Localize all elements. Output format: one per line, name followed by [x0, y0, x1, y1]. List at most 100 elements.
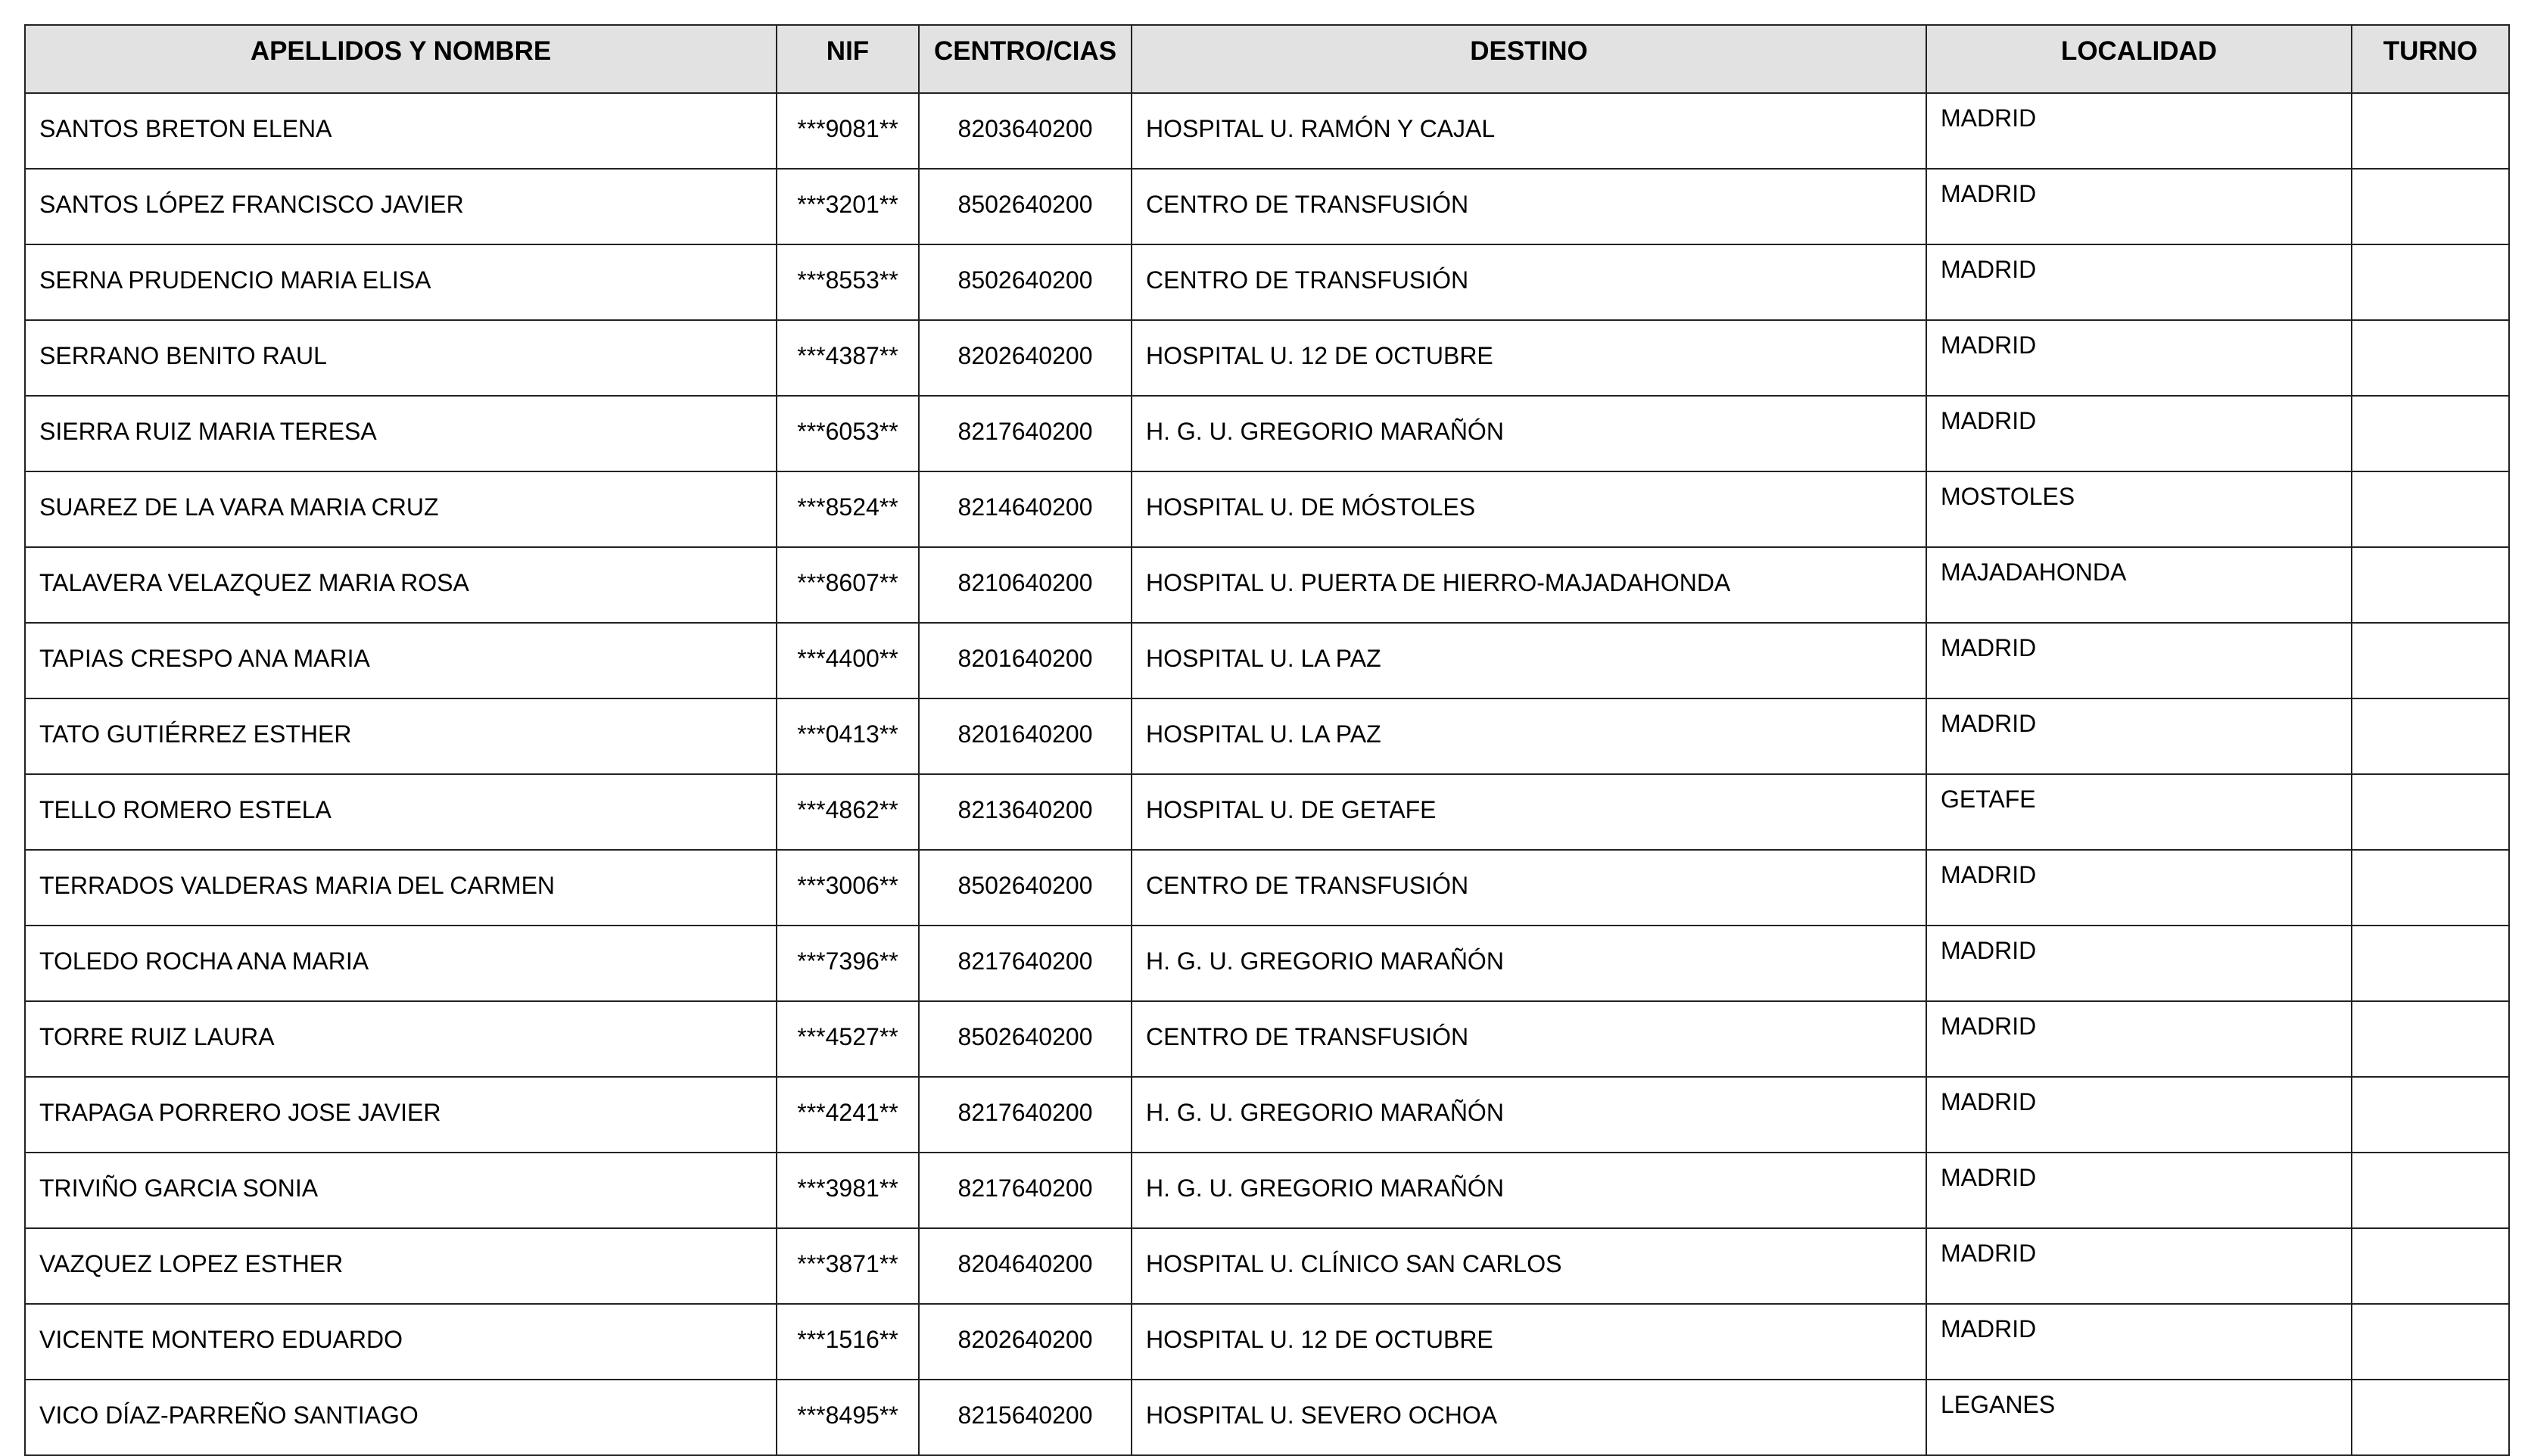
cell-name: SUAREZ DE LA VARA MARIA CRUZ	[24, 471, 777, 548]
header-centro-cias: CENTRO/CIAS	[918, 24, 1132, 94]
cell-turno	[2351, 1152, 2510, 1229]
header-turno: TURNO	[2351, 24, 2510, 94]
staff-assignment-table: APELLIDOS Y NOMBRE NIF CENTRO/CIAS DESTI…	[24, 24, 2510, 1456]
cell-localidad: MADRID	[1926, 925, 2352, 1002]
cell-turno	[2351, 319, 2510, 397]
cell-turno	[2351, 773, 2510, 851]
cell-localidad: MADRID	[1926, 319, 2352, 397]
cell-nif: ***4527**	[776, 1000, 920, 1078]
cell-name: SERRANO BENITO RAUL	[24, 319, 777, 397]
cell-localidad: LEGANES	[1926, 1379, 2352, 1456]
table-row: SUAREZ DE LA VARA MARIA CRUZ ***8524** 821…	[24, 471, 2510, 548]
table-row: TRIVIÑO GARCIA SONIA ***3981** 8217640200 H…	[24, 1152, 2510, 1229]
cell-destino: HOSPITAL U. LA PAZ	[1131, 698, 1927, 775]
cell-centro-cias: 8213640200	[918, 773, 1132, 851]
cell-centro-cias: 8502640200	[918, 244, 1132, 321]
cell-destino: HOSPITAL U. RAMÓN Y CAJAL	[1131, 92, 1927, 170]
cell-localidad: MOSTOLES	[1926, 471, 2352, 548]
cell-nif: ***4400**	[776, 622, 920, 699]
cell-localidad: MADRID	[1926, 1303, 2352, 1380]
cell-nif: ***4241**	[776, 1076, 920, 1153]
cell-centro-cias: 8201640200	[918, 622, 1132, 699]
cell-nif: ***3871**	[776, 1227, 920, 1305]
cell-destino: H. G. U. GREGORIO MARAÑÓN	[1131, 1152, 1927, 1229]
cell-destino: HOSPITAL U. CLÍNICO SAN CARLOS	[1131, 1227, 1927, 1305]
cell-localidad: MADRID	[1926, 849, 2352, 926]
cell-centro-cias: 8502640200	[918, 1000, 1132, 1078]
cell-centro-cias: 8202640200	[918, 319, 1132, 397]
header-localidad: LOCALIDAD	[1926, 24, 2352, 94]
cell-centro-cias: 8214640200	[918, 471, 1132, 548]
table-row: TORRE RUIZ LAURA ***4527** 8502640200 CENTR…	[24, 1000, 2510, 1078]
table-row: TRAPAGA PORRERO JOSE JAVIER ***4241** 8217…	[24, 1076, 2510, 1153]
table-row: TAPIAS CRESPO ANA MARIA ***4400** 82016402…	[24, 622, 2510, 699]
cell-nif: ***9081**	[776, 92, 920, 170]
table-row: TELLO ROMERO ESTELA ***4862** 8213640200 HO…	[24, 773, 2510, 851]
cell-name: SERNA PRUDENCIO MARIA ELISA	[24, 244, 777, 321]
cell-turno	[2351, 1227, 2510, 1305]
cell-nif: ***0413**	[776, 698, 920, 775]
cell-destino: HOSPITAL U. LA PAZ	[1131, 622, 1927, 699]
cell-destino: CENTRO DE TRANSFUSIÓN	[1131, 168, 1927, 245]
cell-name: SIERRA RUIZ MARIA TERESA	[24, 395, 777, 472]
cell-name: TATO GUTIÉRREZ ESTHER	[24, 698, 777, 775]
header-destino: DESTINO	[1131, 24, 1927, 94]
cell-name: TORRE RUIZ LAURA	[24, 1000, 777, 1078]
cell-destino: CENTRO DE TRANSFUSIÓN	[1131, 244, 1927, 321]
cell-nif: ***3006**	[776, 849, 920, 926]
table-row: TALAVERA VELAZQUEZ MARIA ROSA ***8607** 82…	[24, 546, 2510, 624]
cell-centro-cias: 8217640200	[918, 925, 1132, 1002]
header-nif: NIF	[776, 24, 920, 94]
cell-centro-cias: 8217640200	[918, 1076, 1132, 1153]
cell-centro-cias: 8215640200	[918, 1379, 1132, 1456]
cell-destino: H. G. U. GREGORIO MARAÑÓN	[1131, 925, 1927, 1002]
table-row: VAZQUEZ LOPEZ ESTHER ***3871** 8204640200 H…	[24, 1227, 2510, 1305]
cell-name: TERRADOS VALDERAS MARIA DEL CARMEN	[24, 849, 777, 926]
table-row: SIERRA RUIZ MARIA TERESA ***6053** 8217640…	[24, 395, 2510, 472]
cell-nif: ***3981**	[776, 1152, 920, 1229]
cell-turno	[2351, 92, 2510, 170]
table-row: SERNA PRUDENCIO MARIA ELISA ***8553** 8502…	[24, 244, 2510, 321]
table-row: SERRANO BENITO RAUL ***4387** 8202640200 HO…	[24, 319, 2510, 397]
cell-nif: ***3201**	[776, 168, 920, 245]
table-row: SANTOS BRETON ELENA ***9081** 8203640200 HO…	[24, 92, 2510, 170]
table-row: TERRADOS VALDERAS MARIA DEL CARMEN ***300…	[24, 849, 2510, 926]
cell-destino: HOSPITAL U. SEVERO OCHOA	[1131, 1379, 1927, 1456]
cell-turno	[2351, 698, 2510, 775]
cell-name: VAZQUEZ LOPEZ ESTHER	[24, 1227, 777, 1305]
cell-name: VICO DÍAZ-PARREÑO SANTIAGO	[24, 1379, 777, 1456]
cell-name: TRIVIÑO GARCIA SONIA	[24, 1152, 777, 1229]
cell-turno	[2351, 1303, 2510, 1380]
table-row: TOLEDO ROCHA ANA MARIA ***7396** 821764020…	[24, 925, 2510, 1002]
cell-nif: ***8607**	[776, 546, 920, 624]
cell-centro-cias: 8210640200	[918, 546, 1132, 624]
cell-turno	[2351, 925, 2510, 1002]
cell-centro-cias: 8203640200	[918, 92, 1132, 170]
cell-localidad: MADRID	[1926, 244, 2352, 321]
cell-name: SANTOS BRETON ELENA	[24, 92, 777, 170]
cell-localidad: MADRID	[1926, 168, 2352, 245]
cell-centro-cias: 8201640200	[918, 698, 1132, 775]
cell-centro-cias: 8502640200	[918, 849, 1132, 926]
cell-nif: ***6053**	[776, 395, 920, 472]
cell-destino: H. G. U. GREGORIO MARAÑÓN	[1131, 1076, 1927, 1153]
cell-localidad: MADRID	[1926, 1227, 2352, 1305]
cell-centro-cias: 8502640200	[918, 168, 1132, 245]
cell-centro-cias: 8204640200	[918, 1227, 1132, 1305]
table-row: VICO DÍAZ-PARREÑO SANTIAGO ***8495** 82156…	[24, 1379, 2510, 1456]
cell-localidad: MADRID	[1926, 622, 2352, 699]
cell-name: TAPIAS CRESPO ANA MARIA	[24, 622, 777, 699]
cell-localidad: MADRID	[1926, 92, 2352, 170]
cell-turno	[2351, 395, 2510, 472]
cell-turno	[2351, 1076, 2510, 1153]
cell-destino: CENTRO DE TRANSFUSIÓN	[1131, 849, 1927, 926]
cell-destino: HOSPITAL U. DE GETAFE	[1131, 773, 1927, 851]
header-row: APELLIDOS Y NOMBRE NIF CENTRO/CIAS DESTI…	[24, 24, 2510, 94]
table-row: SANTOS LÓPEZ FRANCISCO JAVIER ***3201** 85…	[24, 168, 2510, 245]
cell-nif: ***4387**	[776, 319, 920, 397]
cell-destino: HOSPITAL U. 12 DE OCTUBRE	[1131, 319, 1927, 397]
cell-nif: ***8495**	[776, 1379, 920, 1456]
cell-centro-cias: 8217640200	[918, 1152, 1132, 1229]
cell-nif: ***8553**	[776, 244, 920, 321]
cell-name: SANTOS LÓPEZ FRANCISCO JAVIER	[24, 168, 777, 245]
